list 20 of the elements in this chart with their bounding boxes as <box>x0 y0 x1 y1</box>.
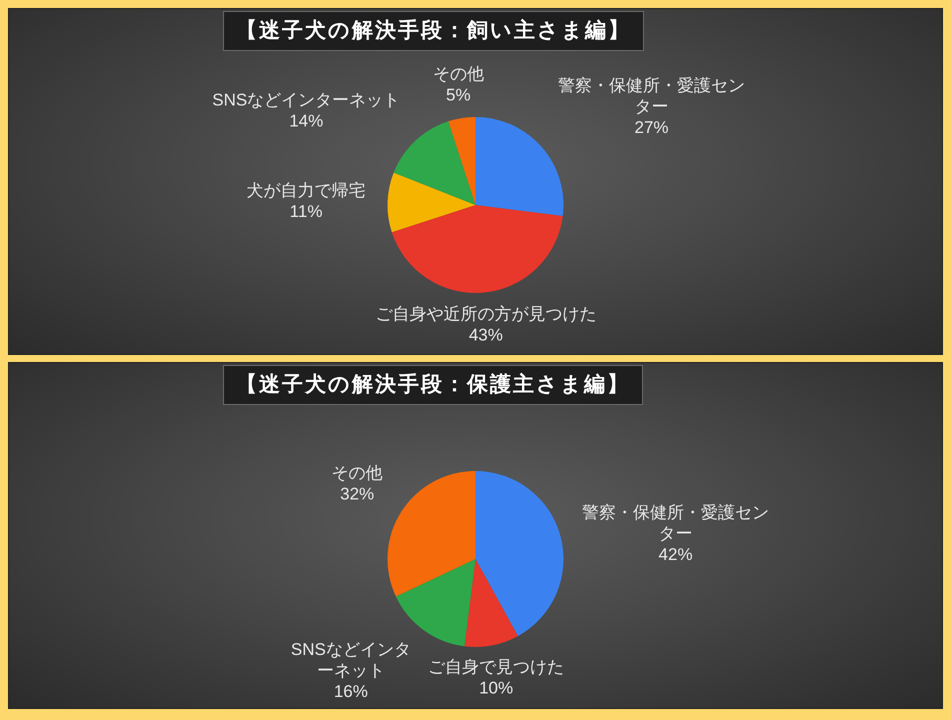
slice-label: ご自身や近所の方が見つけた <box>375 304 596 324</box>
slice-label: 警察・保健所・愛護センター <box>558 76 746 116</box>
slice-label: その他 <box>332 464 383 483</box>
chart-title: 【迷子犬の解決手段：保護主さま編】 <box>223 365 643 405</box>
data-label: 27% <box>634 118 669 138</box>
data-label: 11% <box>290 202 322 222</box>
data-label: 10% <box>479 678 514 698</box>
slice-label: 警察・保健所・愛護センター <box>582 502 770 543</box>
data-label: 16% <box>334 682 368 702</box>
chart-title: 【迷子犬の解決手段：飼い主さま編】 <box>223 11 644 51</box>
slice-label: その他 <box>432 64 484 84</box>
slice-label: 犬が自力で帰宅 <box>246 181 366 200</box>
data-label: 42% <box>658 544 693 564</box>
slice-label: SNSなどインターネット <box>290 640 411 680</box>
data-label: 43% <box>468 326 503 345</box>
data-label: 5% <box>446 85 471 104</box>
slice-label: SNSなどインターネット <box>212 90 400 110</box>
data-label: 14% <box>289 111 324 130</box>
slice-label: ご自身で見つけた <box>428 657 564 676</box>
data-label: 32% <box>340 484 374 504</box>
